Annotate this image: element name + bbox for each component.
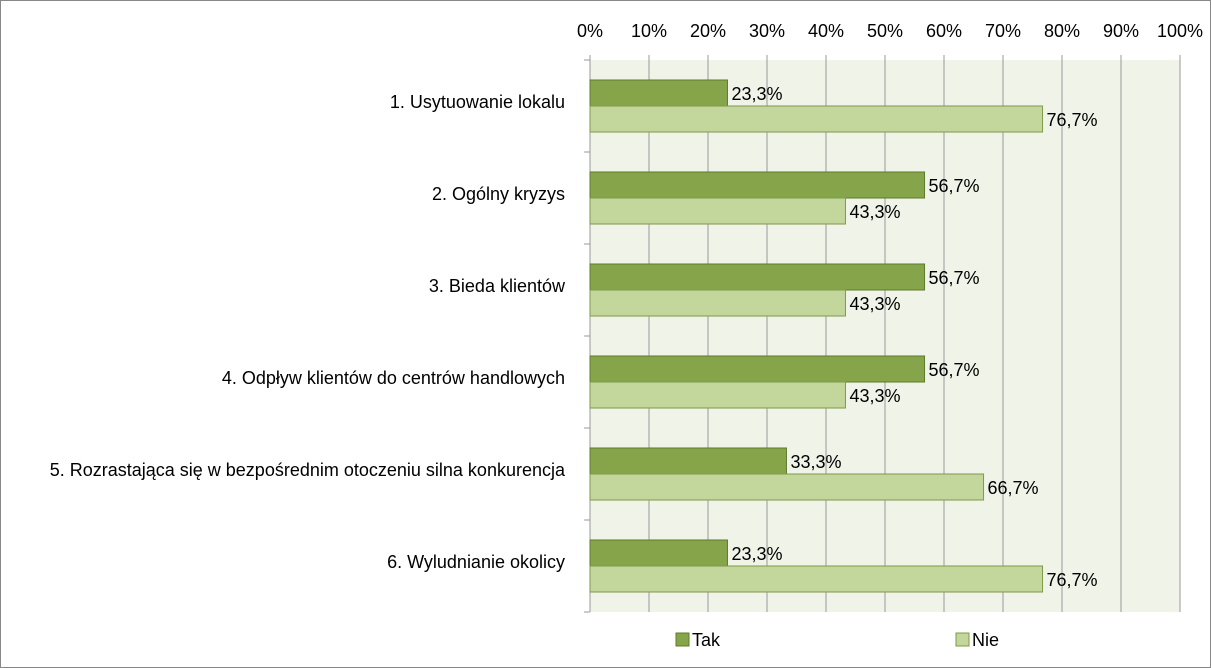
bar — [589, 289, 846, 317]
bar — [589, 355, 926, 383]
bar — [589, 263, 926, 291]
legend-label: Tak — [692, 630, 721, 650]
data-label: 23,3% — [731, 84, 782, 104]
data-label: 56,7% — [929, 176, 980, 196]
data-label: 56,7% — [929, 268, 980, 288]
bar — [589, 381, 846, 409]
data-label: 76,7% — [1047, 110, 1098, 130]
bar — [589, 79, 728, 107]
bar — [589, 539, 728, 567]
x-tick-label: 60% — [926, 21, 962, 41]
legend-swatch — [955, 632, 970, 647]
bar — [589, 171, 926, 199]
y-tick-label: 2. Ogólny kryzys — [431, 184, 565, 204]
bar — [589, 197, 846, 225]
data-label: 43,3% — [849, 386, 900, 406]
y-tick-label: 5. Rozrastająca się w bezpośrednim otocz… — [49, 460, 565, 480]
data-label: 66,7% — [988, 478, 1039, 498]
x-tick-label: 100% — [1157, 21, 1203, 41]
x-tick-label: 0% — [577, 21, 603, 41]
bar — [589, 105, 1044, 133]
x-tick-label: 10% — [631, 21, 667, 41]
x-tick-label: 90% — [1103, 21, 1139, 41]
bar — [589, 565, 1044, 593]
data-label: 76,7% — [1047, 570, 1098, 590]
x-tick-label: 70% — [985, 21, 1021, 41]
legend-label: Nie — [972, 630, 999, 650]
y-tick-label: 3. Bieda klientów — [428, 276, 565, 296]
data-label: 56,7% — [929, 360, 980, 380]
data-label: 43,3% — [849, 202, 900, 222]
x-tick-label: 50% — [867, 21, 903, 41]
x-tick-label: 80% — [1044, 21, 1080, 41]
y-tick-label: 4. Odpływ klientów do centrów handlowych — [221, 368, 565, 388]
x-tick-label: 40% — [808, 21, 844, 41]
legend-swatch — [675, 632, 690, 647]
data-label: 33,3% — [790, 452, 841, 472]
data-label: 43,3% — [849, 294, 900, 314]
bar — [589, 473, 985, 501]
data-label: 23,3% — [731, 544, 782, 564]
bar — [589, 447, 787, 475]
x-tick-label: 20% — [690, 21, 726, 41]
y-tick-label: 1. Usytuowanie lokalu — [389, 92, 565, 112]
x-tick-label: 30% — [749, 21, 785, 41]
y-tick-label: 6. Wyludnianie okolicy — [387, 552, 565, 572]
